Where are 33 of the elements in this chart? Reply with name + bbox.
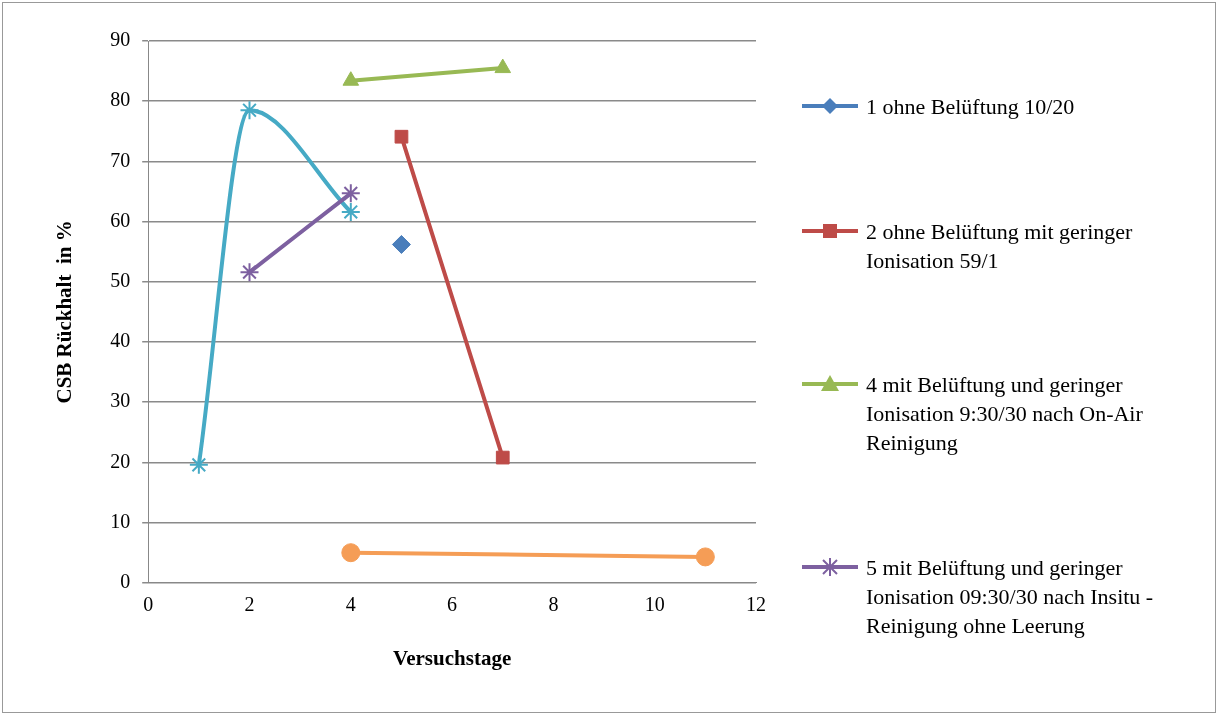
legend-label: 2 ohne Belüftung mit geringer Ionisation 59/1 bbox=[866, 217, 1134, 275]
y-axis-title: CSB Rückhalt in % bbox=[52, 220, 77, 404]
x-tick-label: 4 bbox=[345, 593, 356, 616]
x-tick-label: 2 bbox=[244, 593, 255, 616]
x-tick-label: 12 bbox=[746, 593, 766, 616]
y-tick-label: 70 bbox=[110, 148, 131, 171]
x-axis-title: Versuchstage bbox=[392, 645, 512, 670]
y-tick-label: 60 bbox=[110, 208, 131, 231]
y-tick-label: 20 bbox=[110, 449, 131, 472]
y-tick-label: 80 bbox=[110, 88, 131, 111]
point bbox=[495, 450, 510, 465]
y-tick-label: 10 bbox=[110, 509, 131, 532]
point bbox=[239, 100, 260, 121]
point bbox=[340, 183, 361, 204]
x-tick-label: 0 bbox=[143, 593, 154, 616]
y-tick-label: 30 bbox=[110, 389, 131, 412]
point bbox=[340, 201, 361, 222]
point bbox=[391, 234, 411, 254]
x-tick-label: 10 bbox=[644, 593, 665, 616]
point bbox=[394, 129, 409, 144]
point bbox=[188, 454, 209, 475]
point bbox=[239, 262, 260, 283]
point bbox=[695, 547, 715, 567]
y-tick-label: 50 bbox=[110, 269, 131, 292]
y-tick-label: 90 bbox=[110, 28, 131, 51]
legend-label: 4 mit Belüftung und geringer Ionisation 9:30/30 nach On-Air Reinigung bbox=[866, 371, 1144, 458]
y-tick-label: 0 bbox=[120, 570, 131, 593]
x-tick-label: 6 bbox=[447, 593, 458, 616]
y-tick-label: 40 bbox=[110, 329, 131, 352]
point bbox=[341, 543, 361, 563]
legend-label: 1 ohne Belüftung 10/20 bbox=[866, 93, 1075, 121]
x-tick-label: 8 bbox=[548, 593, 559, 616]
legend-label: 5 mit Belüftung und geringer Ionisation 09:30/30 nach Insitu - Reinigung ohne Leerung bbox=[866, 553, 1155, 640]
